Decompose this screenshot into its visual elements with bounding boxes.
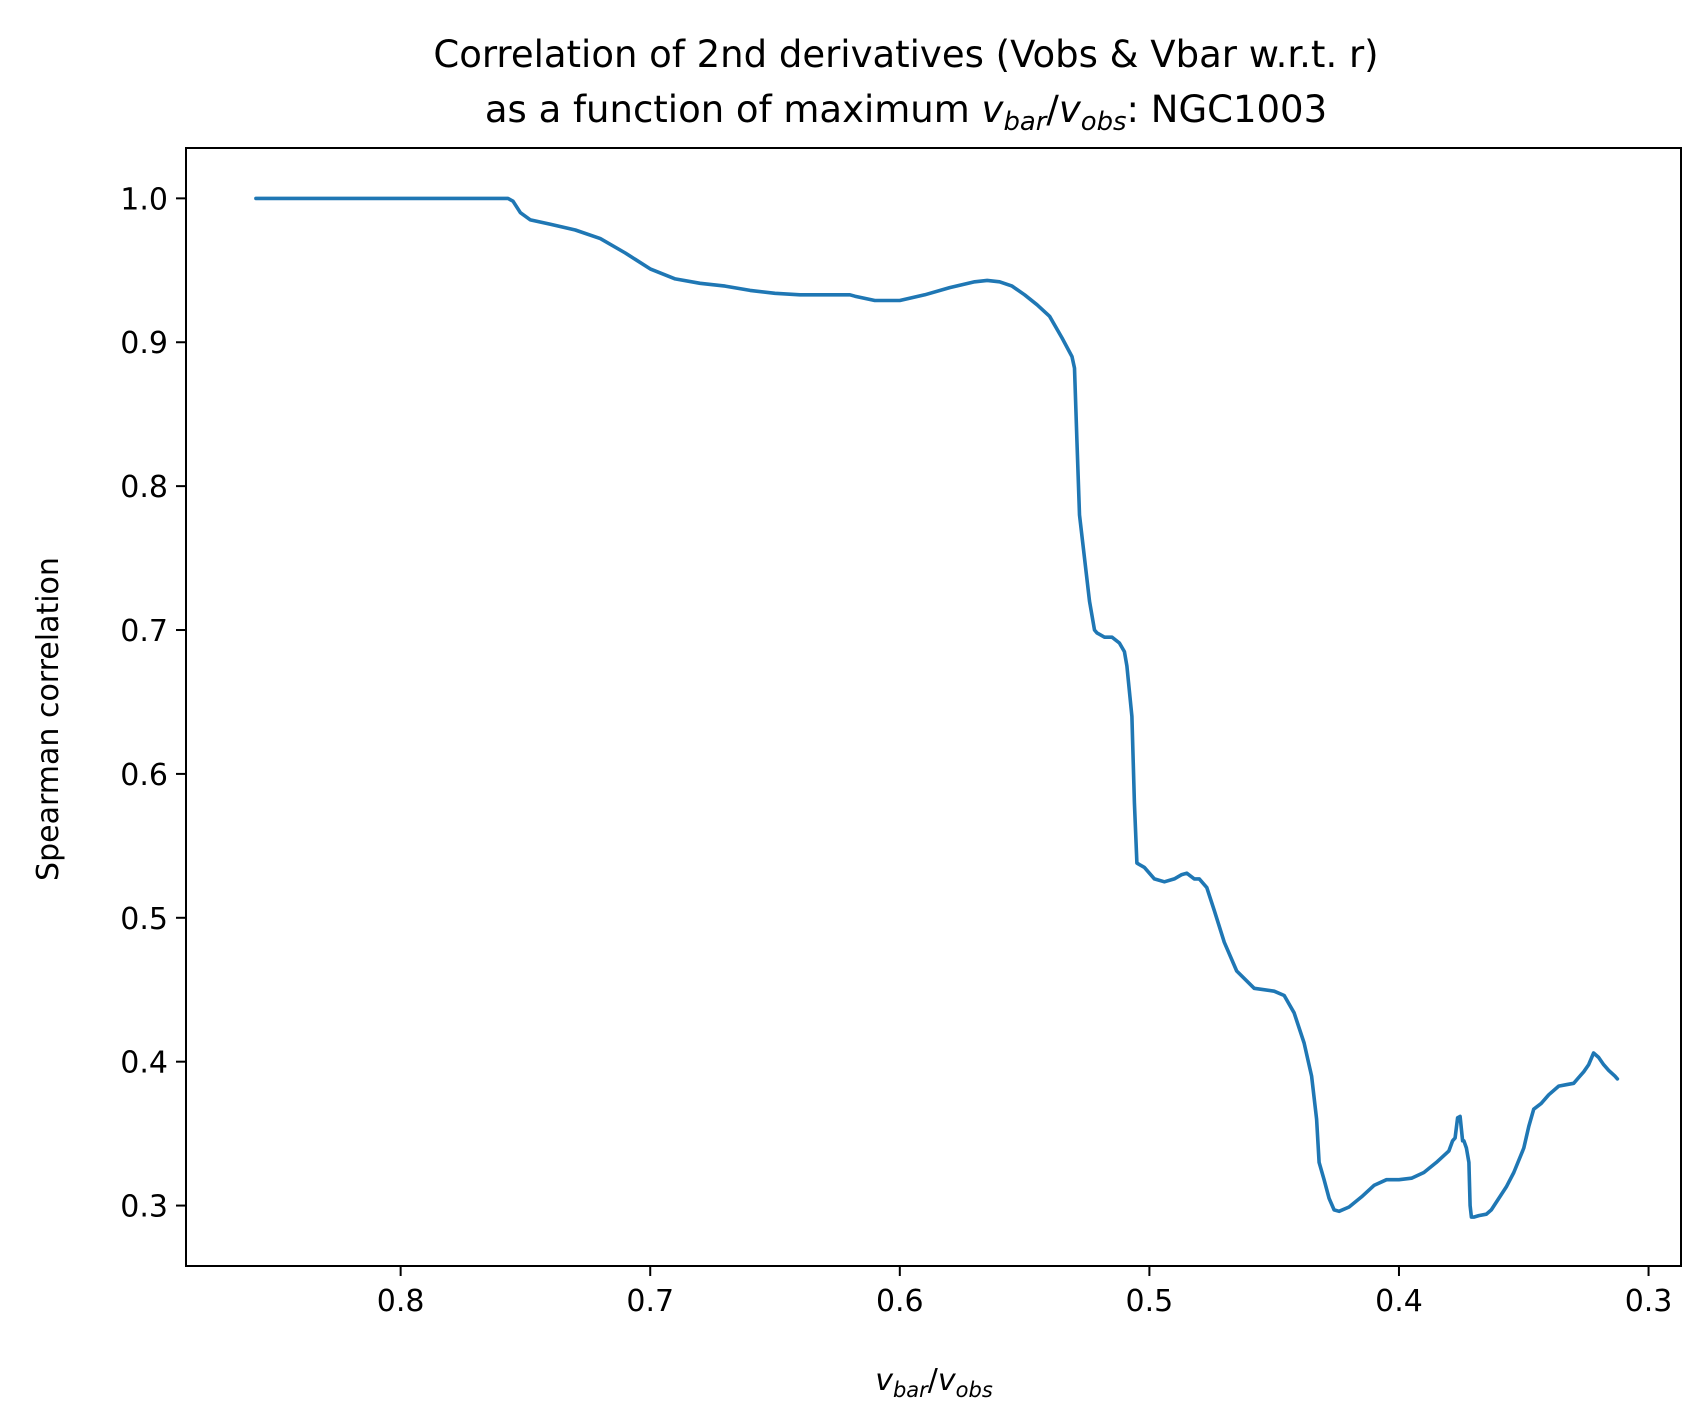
x-tick-label: 0.5	[1126, 1284, 1174, 1319]
x-tick-label: 0.7	[626, 1284, 674, 1319]
chart-title-line1: Correlation of 2nd derivatives (Vobs & V…	[433, 33, 1378, 76]
series-line-0	[254, 196, 1620, 1219]
y-tick-label: 1.0	[120, 182, 168, 217]
y-tick-label: 0.3	[120, 1190, 168, 1225]
y-tick-label: 0.4	[120, 1046, 168, 1081]
y-axis: 0.3 0.4 0.5 0.6 0.7 0.8 0.9 1.0	[120, 182, 186, 1225]
x-axis: 0.8 0.7 0.6 0.5 0.4 0.3	[377, 1266, 1673, 1319]
x-tick-label: 0.3	[1625, 1284, 1673, 1319]
plot-frame	[185, 147, 1682, 1267]
x-tick-label: 0.8	[377, 1284, 425, 1319]
y-axis-label: Spearman correlation	[31, 557, 66, 881]
plot-area	[185, 147, 1682, 1267]
x-axis-label: vbar/vobs	[875, 1363, 993, 1402]
x-tick-label: 0.6	[876, 1284, 924, 1319]
x-tick-label: 0.4	[1375, 1284, 1423, 1319]
chart-title-line2: as a function of maximum vbar/vobs: NGC1…	[485, 88, 1327, 137]
y-tick-label: 0.8	[120, 470, 168, 505]
y-tick-label: 0.6	[120, 758, 168, 793]
y-tick-label: 0.7	[120, 614, 168, 649]
y-tick-label: 0.5	[120, 902, 168, 937]
y-tick-label: 0.9	[120, 326, 168, 361]
